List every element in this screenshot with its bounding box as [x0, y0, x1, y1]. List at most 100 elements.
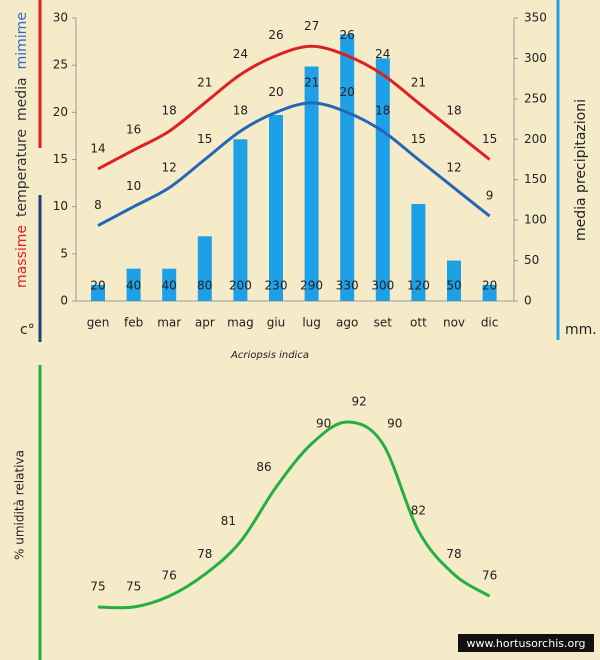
- value-label: 15: [482, 132, 497, 146]
- y2-tick-label: 250: [524, 91, 547, 105]
- value-label: 21: [411, 75, 426, 89]
- y-label: massime temperature media mimime: [14, 12, 30, 288]
- value-label: 26: [340, 28, 355, 42]
- value-label: 78: [446, 547, 461, 561]
- y-label-part: mimime: [14, 12, 30, 69]
- x-tick-label: gen: [87, 316, 110, 330]
- value-label: 8: [94, 198, 102, 212]
- y-tick-label: 10: [53, 199, 68, 213]
- value-label: 27: [304, 19, 319, 33]
- value-label: 21: [197, 75, 212, 89]
- value-label: 20: [340, 85, 355, 99]
- value-label: 16: [126, 123, 141, 137]
- bar: [269, 115, 283, 302]
- line: [97, 44, 491, 171]
- y-label-part: temperature: [14, 129, 30, 217]
- value-label: 92: [352, 395, 367, 409]
- value-label: 81: [221, 514, 236, 528]
- value-label: 10: [126, 179, 141, 193]
- bar: [233, 139, 248, 301]
- value-label: 82: [411, 503, 426, 517]
- y-tick-label: 20: [53, 105, 68, 119]
- x-tick-label: dic: [481, 316, 499, 330]
- value-label: 20: [268, 85, 283, 99]
- value-label: 24: [375, 47, 390, 61]
- value-label: 80: [197, 279, 212, 293]
- value-label: 50: [446, 279, 461, 293]
- value-label: 86: [256, 460, 271, 474]
- value-label: 200: [229, 279, 252, 293]
- x-tick-label: set: [374, 316, 393, 330]
- chart-title: Acriopsis indica: [230, 350, 309, 361]
- value-label: 18: [162, 104, 177, 118]
- value-label: 18: [446, 104, 461, 118]
- value-label: 40: [126, 279, 141, 293]
- value-label: 76: [162, 569, 177, 583]
- value-label: 20: [90, 279, 105, 293]
- bar: [126, 268, 141, 301]
- value-label: 21: [304, 75, 319, 89]
- y2-label: media precipitazioni: [573, 99, 589, 241]
- y-tick-label: 30: [53, 11, 68, 25]
- line: [97, 420, 491, 610]
- value-label: 9: [486, 189, 494, 203]
- y2-tick-label: 100: [524, 213, 547, 227]
- line: [97, 101, 491, 227]
- x-tick-label: lug: [302, 316, 321, 330]
- watermark-bg: [458, 634, 594, 652]
- x-tick-label: nov: [443, 316, 465, 330]
- value-label: 76: [482, 569, 497, 583]
- value-label: 24: [233, 47, 248, 61]
- value-label: 90: [316, 416, 331, 430]
- value-label: 120: [407, 279, 430, 293]
- y-label-part: media: [14, 77, 30, 121]
- value-label: 12: [162, 160, 177, 174]
- x-tick-label: mag: [227, 316, 254, 330]
- bar: [375, 58, 390, 301]
- x-tick-label: ago: [336, 316, 358, 330]
- x-tick-label: feb: [124, 316, 143, 330]
- value-label: 18: [375, 104, 390, 118]
- value-label: 15: [411, 132, 426, 146]
- value-label: 14: [90, 141, 105, 155]
- bar: [482, 284, 497, 301]
- y-label: % umidità relativa: [13, 450, 27, 560]
- bar: [197, 236, 212, 301]
- x-tick-label: giu: [267, 316, 286, 330]
- y2-tick-label: 150: [524, 172, 547, 186]
- bar: [447, 260, 461, 301]
- value-label: 18: [233, 104, 248, 118]
- watermark: www.hortusorchis.org: [466, 637, 585, 650]
- bar: [411, 203, 426, 301]
- y2-tick-label: 200: [524, 132, 547, 146]
- value-label: 290: [300, 279, 323, 293]
- bar: [91, 284, 105, 301]
- x-tick-label: apr: [195, 316, 215, 330]
- y-tick-label: 25: [53, 58, 68, 72]
- y2-tick-label: 300: [524, 51, 547, 65]
- y-tick-label: 0: [60, 294, 68, 308]
- y-tick-label: 5: [60, 246, 68, 260]
- value-label: 75: [90, 580, 105, 594]
- bar: [162, 268, 177, 301]
- y2-tick-label: 50: [524, 253, 539, 267]
- y2-unit: mm.: [565, 322, 597, 338]
- value-label: 90: [387, 416, 402, 430]
- y2-tick-label: 350: [524, 11, 547, 25]
- value-label: 26: [268, 28, 283, 42]
- value-label: 230: [265, 279, 288, 293]
- y-unit: c°: [20, 322, 35, 338]
- value-label: 330: [336, 279, 359, 293]
- x-tick-label: mar: [157, 316, 181, 330]
- x-tick-label: ott: [410, 316, 427, 330]
- value-label: 78: [197, 547, 212, 561]
- y2-tick-label: 0: [524, 294, 532, 308]
- value-label: 15: [197, 132, 212, 146]
- bar: [340, 34, 355, 302]
- value-label: 20: [482, 279, 497, 293]
- value-label: 300: [371, 279, 394, 293]
- y-label-part: massime: [14, 225, 30, 288]
- y-tick-label: 15: [53, 152, 68, 166]
- value-label: 75: [126, 580, 141, 594]
